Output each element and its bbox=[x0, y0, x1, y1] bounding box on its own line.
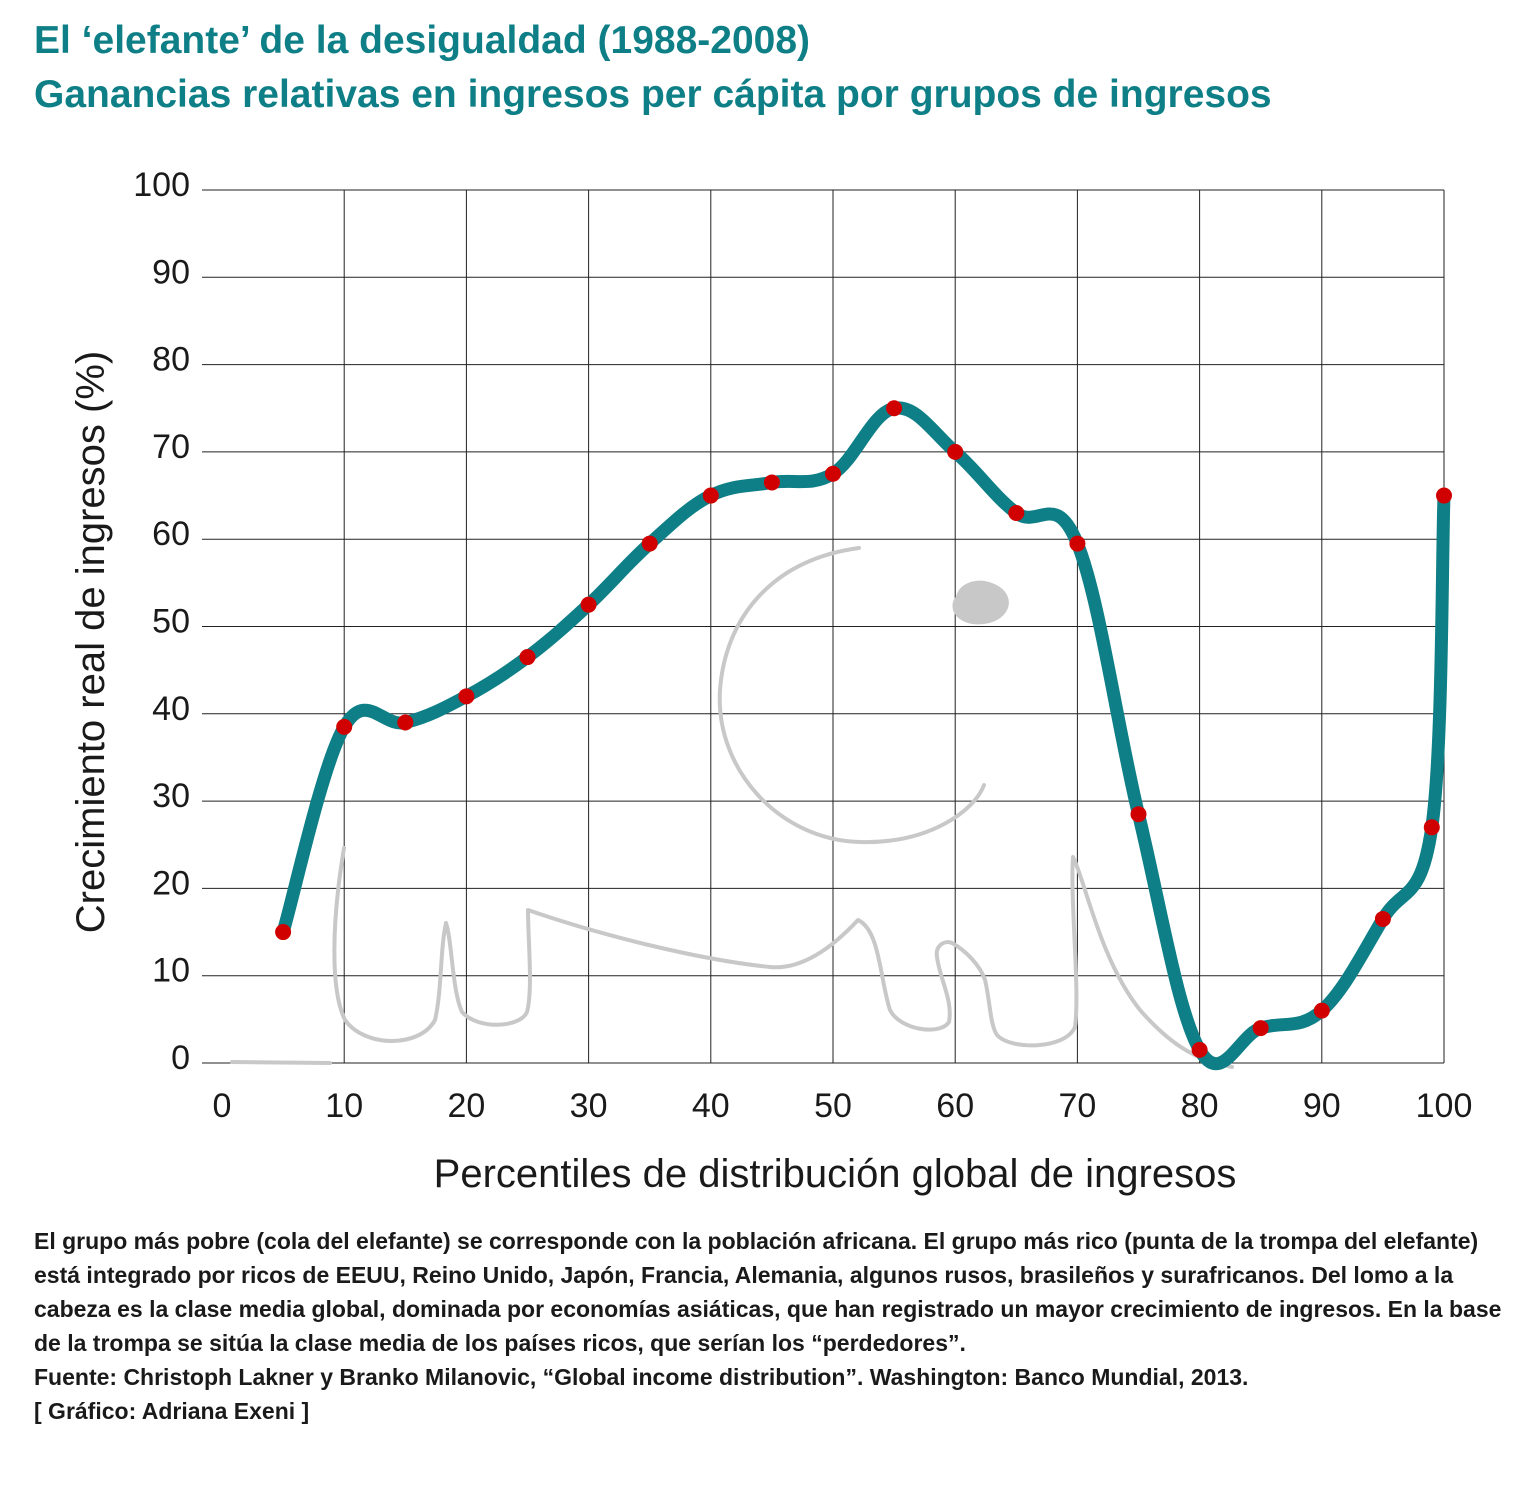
x-tick-label: 90 bbox=[1303, 1087, 1341, 1125]
y-tick-label: 50 bbox=[152, 603, 190, 641]
data-point bbox=[397, 714, 414, 731]
grid bbox=[202, 189, 1445, 1064]
y-tick-label: 70 bbox=[152, 428, 190, 466]
y-tick-label: 60 bbox=[152, 515, 190, 553]
data-point bbox=[458, 688, 475, 705]
elephant-legs-outline bbox=[332, 846, 1234, 1069]
data-point bbox=[1191, 1041, 1208, 1058]
data-point bbox=[763, 474, 780, 491]
x-tick-label: 80 bbox=[1181, 1087, 1219, 1125]
data-point bbox=[1436, 487, 1452, 504]
chart-subtitle: Ganancias relativas en ingresos per cápi… bbox=[34, 73, 1272, 116]
data-point bbox=[1130, 806, 1147, 823]
chart-title: El ‘elefante’ de la desigualdad (1988-20… bbox=[34, 19, 811, 62]
x-tick-label: 50 bbox=[814, 1087, 852, 1125]
y-tick-label: 90 bbox=[152, 253, 190, 291]
data-point bbox=[275, 924, 292, 941]
data-point bbox=[1252, 1020, 1269, 1037]
data-point bbox=[519, 649, 536, 666]
data-point bbox=[641, 535, 658, 552]
y-tick-label: 80 bbox=[152, 341, 190, 379]
data-point bbox=[580, 596, 597, 613]
data-point bbox=[1008, 505, 1025, 522]
data-point bbox=[336, 718, 353, 735]
data-point bbox=[886, 400, 903, 417]
y-tick-label: 30 bbox=[152, 777, 190, 815]
x-tick-label: 30 bbox=[570, 1087, 608, 1125]
notes-block: El grupo más pobre (cola del elefante) s… bbox=[34, 1224, 1514, 1428]
elephant-eye bbox=[952, 580, 1009, 625]
chart-title-block: El ‘elefante’ de la desigualdad (1988-20… bbox=[34, 14, 1504, 122]
y-axis-label: Crecimiento real de ingresos (%) bbox=[69, 351, 113, 933]
x-tick-label: 100 bbox=[1416, 1087, 1473, 1125]
elephant-back-outline bbox=[717, 546, 986, 845]
data-point bbox=[825, 465, 841, 482]
x-tick-label: 20 bbox=[447, 1087, 485, 1125]
data-point bbox=[702, 487, 719, 504]
y-tick-label: 0 bbox=[171, 1039, 190, 1077]
chart-source: Fuente: Christoph Lakner y Branko Milano… bbox=[34, 1364, 1249, 1390]
x-tick-label: 10 bbox=[325, 1087, 363, 1125]
x-tick-label: 0 bbox=[213, 1087, 232, 1125]
x-tick-label: 40 bbox=[692, 1087, 730, 1125]
data-points bbox=[275, 400, 1452, 1058]
y-tick-label: 20 bbox=[152, 864, 190, 902]
y-tick-label: 100 bbox=[133, 166, 190, 204]
chart-credit: [ Gráfico: Adriana Exeni ] bbox=[34, 1398, 310, 1424]
chart-description: El grupo más pobre (cola del elefante) s… bbox=[34, 1228, 1502, 1356]
x-tick-labels: 0 10 20 30 40 50 60 70 80 90 100 bbox=[213, 1087, 1473, 1125]
data-point bbox=[1423, 819, 1440, 836]
elephant-illustration bbox=[230, 546, 1234, 1069]
data-point bbox=[1313, 1002, 1330, 1019]
data-point bbox=[1069, 535, 1086, 552]
data-point bbox=[947, 443, 964, 460]
x-axis-label: Percentiles de distribución global de in… bbox=[434, 1152, 1237, 1196]
elephant-tail bbox=[230, 1060, 332, 1065]
data-point bbox=[1374, 910, 1391, 927]
data-series-line bbox=[276, 401, 1451, 1071]
y-tick-label: 40 bbox=[152, 690, 190, 728]
y-tick-label: 10 bbox=[152, 952, 190, 990]
elephant-chart: 0 10 20 30 40 50 60 70 80 90 100 0 10 20 30 40 50 60 70 80… bbox=[69, 166, 1473, 1196]
x-tick-label: 70 bbox=[1058, 1087, 1096, 1125]
x-tick-label: 60 bbox=[936, 1087, 974, 1125]
y-tick-labels: 0 10 20 30 40 50 60 70 80 90 100 bbox=[133, 166, 190, 1077]
